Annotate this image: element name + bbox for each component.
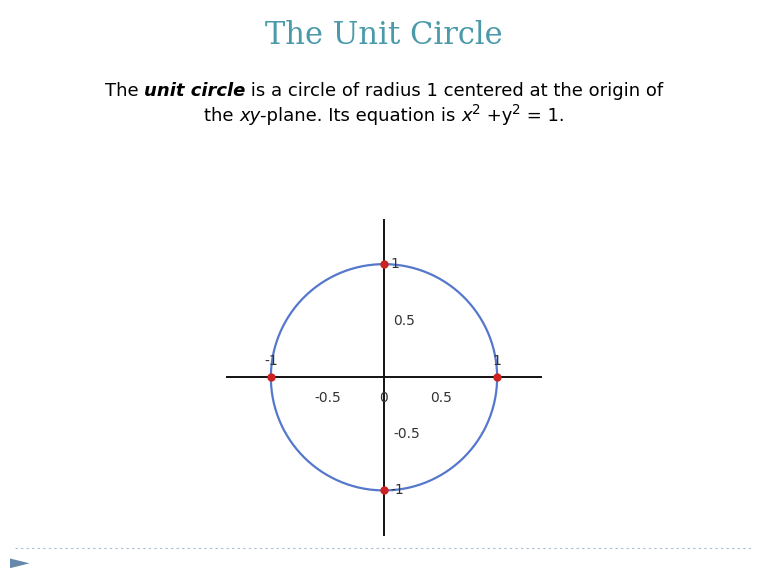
Text: -plane. Its equation is: -plane. Its equation is: [260, 107, 462, 125]
Text: The: The: [104, 82, 144, 100]
Text: the: the: [204, 107, 239, 125]
Text: xy: xy: [239, 107, 260, 125]
Text: -1: -1: [264, 354, 278, 368]
Text: x: x: [462, 107, 472, 125]
Text: 1: 1: [391, 257, 399, 271]
Text: The Unit Circle: The Unit Circle: [265, 20, 503, 51]
Text: 0.5: 0.5: [429, 391, 452, 405]
Text: is a circle of radius 1 centered at the origin of: is a circle of radius 1 centered at the …: [245, 82, 664, 100]
Text: +y: +y: [481, 107, 512, 125]
Text: unit circle: unit circle: [144, 82, 245, 100]
Text: -1: -1: [391, 483, 405, 498]
Text: = 1.: = 1.: [521, 107, 564, 125]
Text: -0.5: -0.5: [393, 427, 420, 441]
Text: -0.5: -0.5: [314, 391, 341, 405]
Polygon shape: [10, 559, 29, 568]
Text: 0: 0: [379, 391, 389, 405]
Text: 2: 2: [512, 103, 521, 117]
Text: 0.5: 0.5: [393, 314, 415, 328]
Text: 1: 1: [493, 354, 502, 368]
Text: 2: 2: [472, 103, 481, 117]
